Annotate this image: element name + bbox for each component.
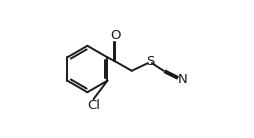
Text: S: S bbox=[146, 55, 154, 68]
Text: N: N bbox=[178, 73, 188, 86]
Text: O: O bbox=[110, 29, 121, 43]
Text: Cl: Cl bbox=[88, 99, 101, 112]
